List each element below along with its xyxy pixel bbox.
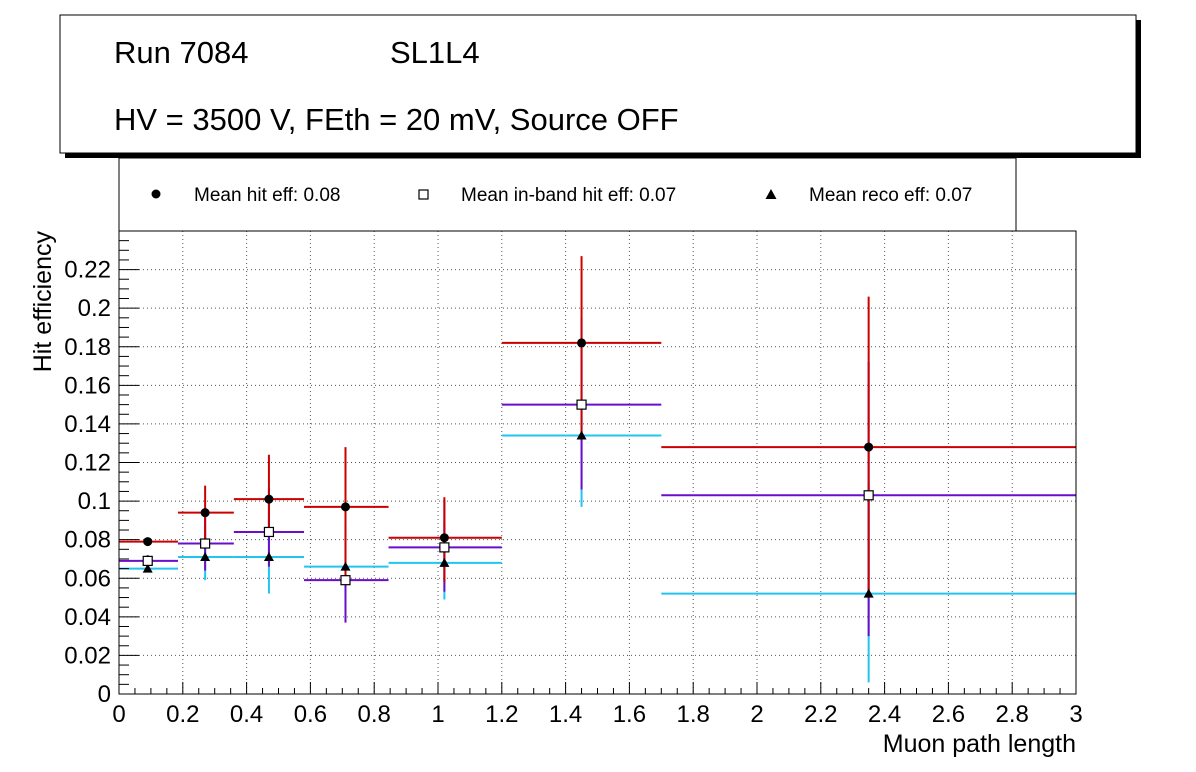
y-tick-label: 0.08	[64, 527, 111, 554]
x-tick-label: 1.6	[613, 701, 646, 728]
inband-point	[200, 538, 211, 549]
header-box: Run 7084 SL1L4 HV = 3500 V, FEth = 20 mV…	[59, 14, 1141, 158]
hit-point	[340, 502, 350, 512]
reco-point	[340, 561, 351, 571]
inband-point	[263, 526, 275, 538]
run-label: Run 7084	[114, 35, 248, 70]
layer-label: SL1L4	[390, 35, 480, 70]
hit-point	[864, 442, 874, 452]
data-series	[119, 256, 1076, 683]
y-tick-label: 0.14	[64, 411, 111, 438]
x-tick-label: 0.4	[230, 701, 263, 728]
x-tick-label: 1	[431, 701, 444, 728]
x-tick-label: 2.6	[932, 701, 965, 728]
legend-entry-hit: Mean hit eff: 0.08	[151, 185, 340, 206]
x-tick-label: 2.2	[804, 701, 837, 728]
plot-frame-bg	[119, 231, 1076, 694]
legend-entry-inband: Mean in-band hit eff: 0.07	[418, 185, 676, 206]
x-tick-label: 2.8	[996, 701, 1029, 728]
y-tick-label: 0.22	[64, 257, 111, 284]
legend-frame	[118, 157, 1017, 232]
legend-reco-label: Mean reco eff: 0.07	[809, 185, 972, 206]
x-tick-label: 1.2	[485, 701, 518, 728]
hit-point	[439, 533, 449, 543]
y-tick-label: 0.16	[64, 372, 111, 399]
y-tick-label: 0.02	[64, 642, 111, 669]
hit-point	[143, 537, 153, 547]
header-box-frame	[59, 14, 1137, 154]
reco-point	[439, 557, 450, 567]
x-tick-label: 2	[750, 701, 763, 728]
inband-point	[863, 490, 874, 501]
x-tick-label: 0.8	[358, 701, 391, 728]
x-tick-label: 2.4	[868, 701, 901, 728]
x-tick-label: 3	[1069, 701, 1082, 728]
y-axis-title: Hit efficiency	[29, 231, 57, 373]
reco-point	[863, 588, 874, 598]
legend-reco-marker	[765, 189, 777, 199]
legend: Mean hit eff: 0.08 Mean in-band hit eff:…	[118, 157, 1017, 232]
legend-entry-reco: Mean reco eff: 0.07	[765, 185, 972, 206]
x-tick-label: 0	[112, 701, 125, 728]
legend-hit-marker	[151, 189, 161, 199]
reco-point	[200, 552, 211, 562]
x-tick-label: 0.6	[294, 701, 327, 728]
inband-point	[340, 575, 351, 586]
y-tick-label: 0.18	[64, 334, 111, 361]
y-tick-label: 0.2	[78, 295, 111, 322]
reco-point	[576, 430, 587, 440]
inband-point	[576, 399, 587, 410]
x-axis-title: Muon path length	[883, 730, 1076, 758]
y-tick-label: 0	[98, 681, 111, 708]
y-tick-label: 0.12	[64, 450, 111, 477]
x-tick-label: 0.2	[166, 701, 199, 728]
settings-label: HV = 3500 V, FEth = 20 mV, Source OFF	[114, 102, 679, 137]
x-tick-label: 1.8	[677, 701, 710, 728]
legend-hit-label: Mean hit eff: 0.08	[194, 185, 340, 206]
legend-inband-marker	[418, 189, 429, 200]
hit-point	[200, 508, 210, 518]
reco-point	[263, 552, 274, 562]
y-tick-label: 0.06	[64, 565, 111, 592]
inband-point	[142, 555, 153, 566]
inband-point	[439, 542, 450, 553]
legend-inband-label: Mean in-band hit eff: 0.07	[461, 185, 676, 206]
x-tick-label: 1.4	[549, 701, 582, 728]
y-tick-label: 0.04	[64, 604, 111, 631]
axes: 0 0.2 0.4 0.6 0.8 1 1.2 1.4 1.6 1.8 2 2.2 2.4 2.6 2.8 3…	[64, 240, 1083, 728]
hit-point	[577, 338, 587, 348]
y-tick-label: 0.1	[78, 488, 111, 515]
hit-point	[264, 494, 274, 504]
reco-point	[142, 563, 153, 573]
